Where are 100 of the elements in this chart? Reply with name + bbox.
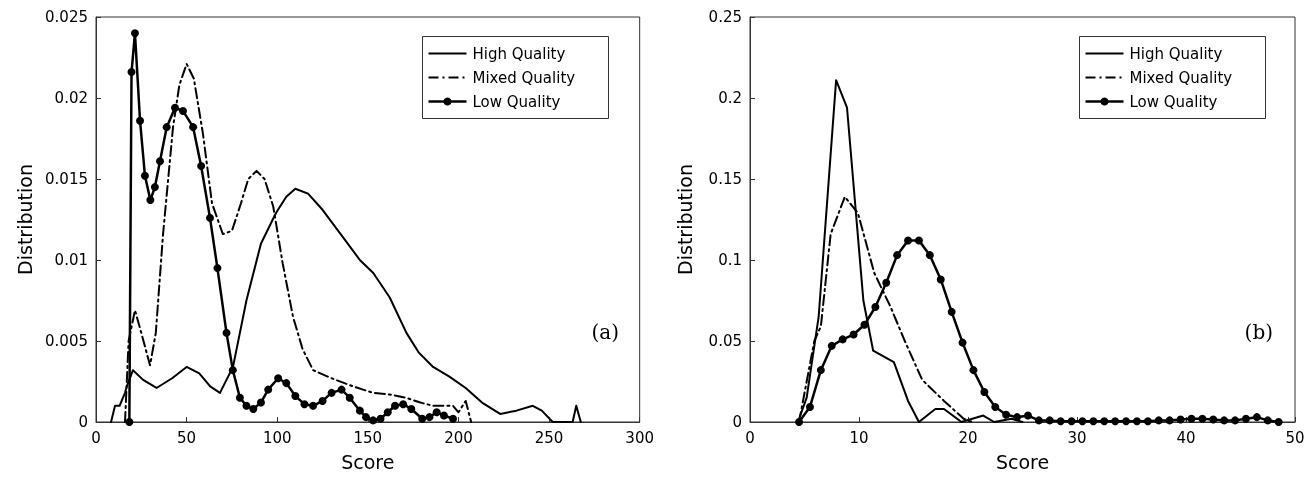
point [362,413,371,422]
x-tick-label: 0 [744,428,755,447]
y-tick-label: 0.025 [45,8,88,26]
point [155,157,164,166]
point [892,251,901,260]
point [418,414,427,423]
x-tick-label: 250 [534,428,564,447]
x-tick-label: 200 [444,428,473,447]
point [1219,416,1228,425]
x-axis-title: Score [341,450,395,473]
point [171,103,180,112]
point [264,385,273,394]
point [968,366,977,375]
point [439,411,448,420]
point [958,338,967,347]
y-tick-label: 0.2 [717,89,742,107]
point [979,388,988,397]
point [849,330,858,339]
point [228,366,237,375]
y-tick-label: 0.02 [54,89,88,107]
point [925,251,934,260]
point [1110,417,1119,426]
point [881,278,890,287]
point [1045,416,1054,425]
y-tick-label: 0.25 [708,8,742,26]
point [1241,414,1250,423]
point [125,418,134,426]
point [318,396,327,405]
point [127,68,136,77]
point [130,29,139,38]
point [291,392,300,401]
point [213,264,222,273]
point [914,236,923,245]
y-axis-title: Distribution [673,164,695,275]
y-tick-label: 0 [731,413,742,431]
y-tick-label: 0 [78,413,88,431]
x-tick-label: 50 [177,428,197,447]
point [816,366,825,375]
x-tick-label: 50 [1284,428,1305,447]
point [355,406,364,415]
point [1099,417,1108,426]
point [206,213,214,222]
point [345,393,354,402]
legend-label: Low Quality [1129,92,1218,111]
point [1067,417,1076,426]
point [449,414,458,423]
point [249,405,258,414]
x-tick-label: 10 [848,428,869,447]
y-axis-title: Distribution [13,164,36,275]
point [140,171,149,180]
point [300,400,309,409]
point [399,400,408,409]
point [1056,417,1065,426]
point [162,123,171,132]
point [1012,413,1021,422]
point [1186,414,1195,423]
point [936,275,945,284]
point [1034,416,1043,425]
legend-label: Mixed Quality [1129,68,1232,87]
point [1143,417,1152,426]
point [859,320,868,329]
x-tick-label: 150 [353,428,383,447]
annotation: (b) [1244,320,1273,344]
point [391,401,400,410]
point [1230,416,1239,425]
point [274,374,283,383]
point [870,302,879,311]
point [179,106,187,115]
point [146,196,155,205]
point [407,405,416,414]
point [1263,416,1272,425]
y-tick-label: 0.05 [708,332,742,350]
point [282,379,291,388]
point [383,408,392,417]
x-tick-label: 40 [1175,428,1196,447]
x-tick-label: 300 [625,428,655,447]
y-tick-label: 0.1 [717,251,742,269]
y-tick-label: 0.15 [708,170,742,188]
point [1208,415,1217,424]
point [1154,416,1163,425]
y-tick-label: 0.01 [54,251,88,269]
point [1088,417,1097,426]
point [222,328,231,337]
point [150,183,159,192]
point [432,408,441,417]
point [827,341,836,350]
point [1252,413,1261,422]
point [376,414,385,423]
point [327,388,336,397]
point [197,162,206,171]
y-tick-label: 0.005 [45,332,88,350]
point [189,123,198,132]
x-axis-title: Score [995,450,1049,473]
legend-label: High Quality [472,44,566,63]
y-tick-label: 0.015 [45,170,88,188]
point [1274,418,1283,426]
legend-label: Low Quality [472,92,561,111]
point [1121,417,1130,426]
x-tick-label: 100 [262,428,292,447]
legend-label: Mixed Quality [472,68,576,87]
